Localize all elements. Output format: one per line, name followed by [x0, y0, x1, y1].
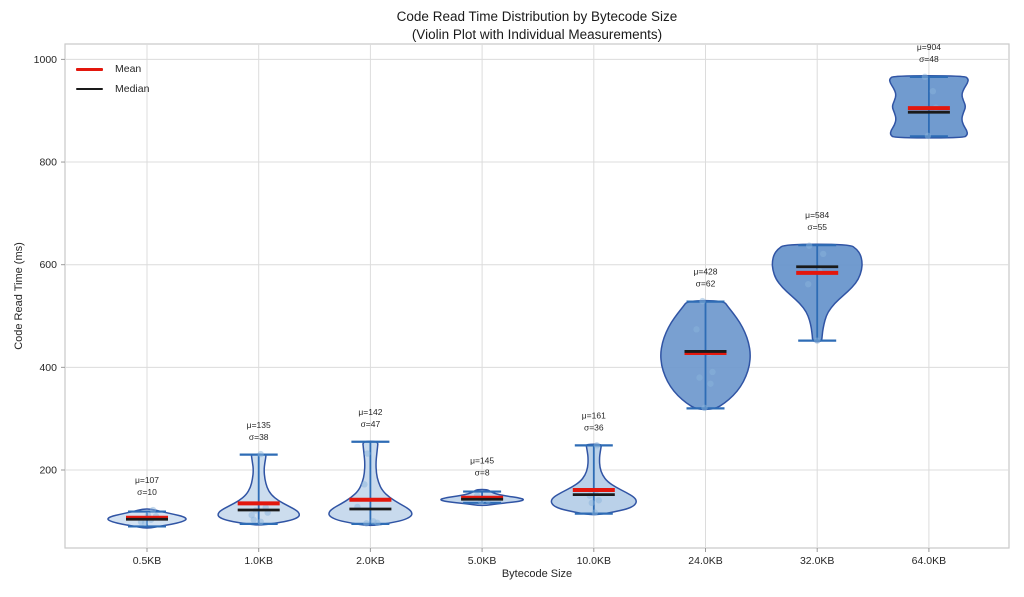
x-tick-label: 10.0KB — [577, 555, 611, 567]
data-point — [257, 518, 264, 526]
y-tick-label: 1000 — [34, 54, 58, 66]
legend-item-median: Median — [76, 79, 149, 99]
violin-annotation: μ=161 — [582, 410, 606, 420]
x-tick-label: 1.0KB — [244, 555, 273, 567]
data-point — [374, 519, 381, 527]
violin-annotation: μ=584 — [805, 210, 829, 220]
data-point — [806, 242, 813, 249]
data-point — [696, 374, 703, 381]
violin-annotation: μ=142 — [358, 407, 382, 417]
legend-label: Mean — [115, 63, 142, 75]
chart-title-line1: Code Read Time Distribution by Bytecode … — [396, 9, 678, 24]
y-tick-label: 600 — [39, 259, 57, 271]
legend-label: Median — [115, 83, 150, 95]
violin-annotation: μ=107 — [135, 475, 159, 485]
data-point — [595, 497, 602, 504]
x-tick-label: 64.0KB — [912, 555, 946, 567]
legend-line-swatch — [76, 67, 103, 71]
data-point — [921, 73, 929, 81]
y-tick-label: 800 — [39, 157, 57, 169]
x-tick-label: 32.0KB — [800, 555, 834, 567]
data-point — [820, 250, 827, 258]
x-tick-label: 2.0KB — [356, 555, 385, 567]
violin-annotation: σ=47 — [361, 419, 381, 429]
y-tick-label: 200 — [39, 464, 57, 476]
data-point — [361, 481, 368, 488]
x-axis-label: Bytecode Size — [501, 568, 573, 580]
violin-annotation: σ=10 — [137, 487, 157, 497]
data-point — [707, 380, 714, 387]
violin-annotation: σ=55 — [807, 222, 827, 232]
violin-annotation: σ=8 — [475, 467, 490, 477]
plot-area — [64, 43, 1010, 549]
data-point — [701, 404, 708, 412]
x-tick-label: 0.5KB — [133, 555, 162, 567]
data-point — [141, 519, 149, 527]
violin-annotation: μ=145 — [470, 455, 494, 465]
data-point — [149, 506, 157, 514]
data-point — [588, 499, 595, 507]
data-point — [248, 511, 255, 519]
violin-annotation: σ=62 — [696, 279, 716, 289]
data-point — [699, 297, 706, 305]
violin-annotation: μ=428 — [693, 267, 717, 277]
data-point — [924, 132, 932, 140]
data-point — [591, 509, 598, 516]
data-point — [363, 520, 370, 527]
data-point — [929, 88, 937, 95]
violin-annotation: σ=36 — [584, 422, 604, 432]
data-point — [364, 450, 371, 457]
legend: Mean Median — [76, 59, 149, 99]
data-point — [814, 337, 821, 344]
x-tick-label: 5.0KB — [468, 555, 497, 567]
data-point — [593, 442, 600, 449]
data-point — [805, 280, 812, 288]
y-tick-label: 400 — [39, 362, 57, 374]
legend-line-swatch — [76, 88, 103, 90]
violin-annotation: σ=48 — [919, 54, 939, 64]
violin-annotation: μ=135 — [247, 420, 271, 430]
chart-title: Code Read Time Distribution by Bytecode … — [65, 8, 1009, 44]
data-point — [693, 326, 700, 333]
legend-item-mean: Mean — [76, 59, 149, 79]
data-point — [709, 368, 716, 376]
violin-annotation: σ=38 — [249, 432, 269, 442]
y-axis-label: Code Read Time (ms) — [13, 242, 25, 350]
data-point — [257, 450, 264, 458]
chart-title-line2: (Violin Plot with Individual Measurement… — [411, 27, 663, 42]
x-tick-label: 24.0KB — [688, 555, 722, 567]
violin-annotation: μ=904 — [917, 42, 941, 52]
